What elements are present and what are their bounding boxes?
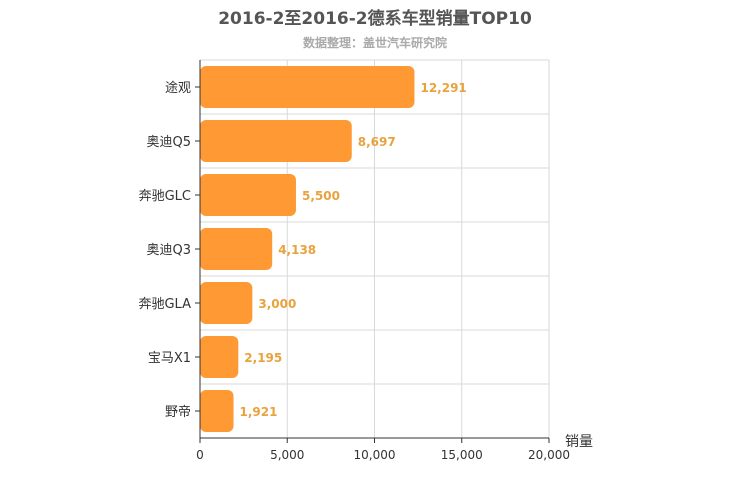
bar bbox=[200, 119, 352, 163]
category-label: 奥迪Q3 bbox=[146, 243, 191, 258]
bar bbox=[200, 173, 296, 217]
bar bbox=[200, 281, 253, 325]
bar bbox=[200, 389, 234, 433]
category-label: 奥迪Q5 bbox=[146, 135, 191, 150]
bars: 12,291 8,697 5,500 4,138 3,000 2,195 1,921 bbox=[200, 65, 467, 433]
chart-title: 2016-2至2016-2德系车型销量TOP10 bbox=[218, 8, 532, 29]
category-label: 野帝 bbox=[165, 404, 191, 420]
bar bbox=[200, 335, 239, 379]
x-tick-label: 0 bbox=[196, 448, 204, 462]
x-axis-name: 销量 bbox=[565, 434, 593, 450]
chart-subtitle: 数据整理：盖世汽车研究院 bbox=[303, 35, 447, 50]
bar bbox=[200, 227, 273, 271]
bar bbox=[200, 65, 415, 109]
x-tick-label: 5,000 bbox=[270, 448, 304, 462]
category-label: 奔驰GLA bbox=[138, 297, 191, 312]
bar-value-label: 2,195 bbox=[244, 351, 282, 365]
category-label: 途观 bbox=[165, 80, 191, 96]
bar-value-label: 5,500 bbox=[302, 189, 340, 203]
x-tick-label: 10,000 bbox=[354, 448, 396, 462]
x-tick-label: 20,000 bbox=[528, 448, 570, 462]
bar-value-label: 12,291 bbox=[420, 81, 466, 95]
x-tick-label: 15,000 bbox=[441, 448, 483, 462]
bar-value-label: 1,921 bbox=[240, 405, 278, 419]
bar-value-label: 4,138 bbox=[278, 243, 316, 257]
category-label: 奔驰GLC bbox=[139, 189, 191, 204]
category-label: 宝马X1 bbox=[148, 351, 191, 366]
bar-value-label: 8,697 bbox=[358, 135, 396, 149]
bar-value-label: 3,000 bbox=[258, 297, 296, 311]
